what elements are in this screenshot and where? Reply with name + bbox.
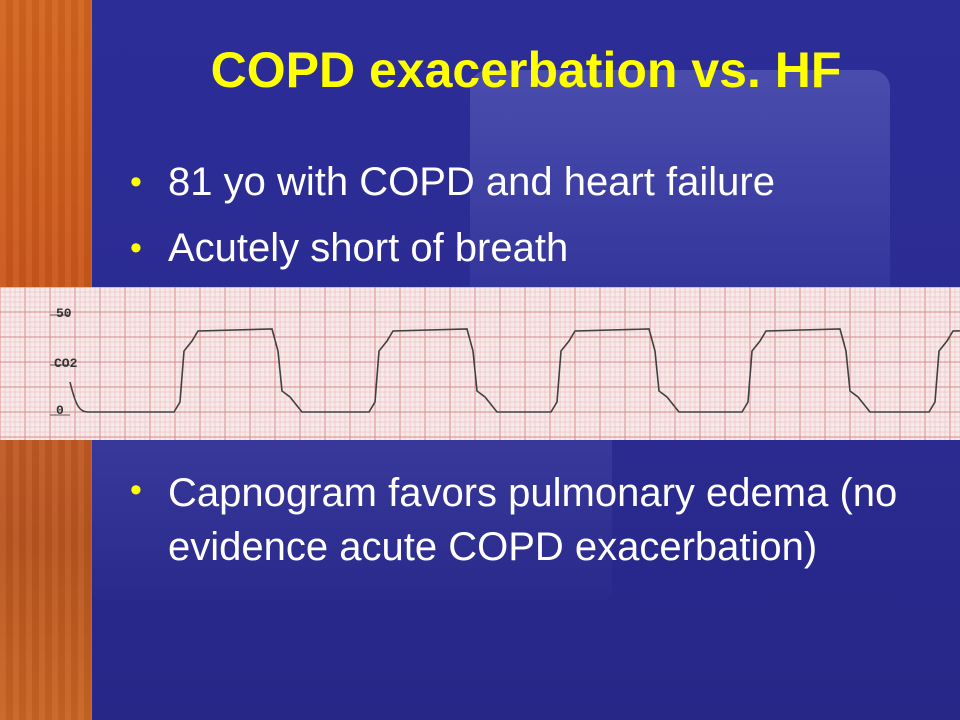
capnogram-strip: 50 CO2 0 [0, 287, 960, 440]
bullet-item: • 81 yo with COPD and heart failure [130, 158, 930, 206]
capnogram-trace [69, 328, 960, 413]
scale-label-middle: CO2 [54, 356, 78, 371]
bullet-dot-icon: • [130, 229, 142, 267]
bullet-text: 81 yo with COPD and heart failure [168, 160, 775, 204]
bullet-item: • Capnogram favors pulmonary edema (no e… [130, 466, 930, 574]
background-ghost-image-lower [92, 430, 612, 600]
bullet-dot-icon: • [130, 471, 142, 509]
scale-label-top: 50 [56, 306, 72, 321]
bullet-item: • Acutely short of breath [130, 224, 930, 272]
slide-title: COPD exacerbation vs. HF [210, 42, 842, 98]
background-ghost-image [470, 70, 890, 300]
bullet-list-bottom: • Capnogram favors pulmonary edema (no e… [130, 466, 930, 592]
scale-label-bottom: 0 [56, 403, 64, 418]
bullet-text: Acutely short of breath [168, 226, 569, 270]
bullet-text: Capnogram favors pulmonary edema (no evi… [168, 471, 898, 569]
capnogram-svg: 50 CO2 0 [0, 287, 960, 440]
capnogram-grid [0, 287, 960, 440]
bullet-list-top: • 81 yo with COPD and heart failure • Ac… [130, 158, 930, 290]
bullet-dot-icon: • [130, 163, 142, 201]
